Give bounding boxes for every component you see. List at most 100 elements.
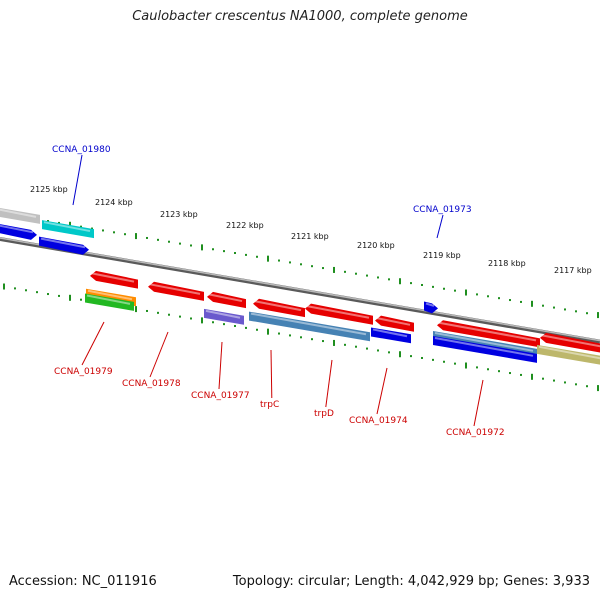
gene-label-reverse[interactable]: trpC xyxy=(260,400,279,410)
scale-tick xyxy=(322,267,324,270)
gene-block-red-a[interactable] xyxy=(207,291,246,309)
gene-label-reverse[interactable]: CCNA_01978 xyxy=(122,379,181,389)
scale-tick xyxy=(201,317,203,324)
gene-ccna-01972-steel-shine xyxy=(434,332,534,352)
scale-tick xyxy=(432,285,434,288)
scale-tick xyxy=(388,351,390,354)
scale-tick xyxy=(190,317,192,320)
scale-tick xyxy=(355,345,357,348)
scale-tick xyxy=(267,328,269,335)
scale-tick xyxy=(531,300,533,307)
gene-trpc-trpd-shine xyxy=(250,312,367,336)
scale-tick xyxy=(69,294,71,301)
gene-label-reverse[interactable]: CCNA_01974 xyxy=(349,416,408,426)
genome-summary-text: Topology: circular; Length: 4,042,929 bp… xyxy=(232,574,590,589)
gene-label-reverse[interactable]: trpD xyxy=(314,409,334,419)
scale-tick xyxy=(476,366,478,369)
scale-tick xyxy=(443,287,445,290)
gene-trpd-red-shine xyxy=(306,305,370,319)
scale-tick xyxy=(256,328,258,331)
backbone-line xyxy=(0,237,600,344)
scale-tick xyxy=(58,294,60,297)
gene-ccna-01979-green-shine xyxy=(86,294,131,305)
gene-block-gray-shine xyxy=(0,208,37,218)
scale-tick xyxy=(344,270,346,273)
scale-tick xyxy=(575,310,577,313)
scale-tick xyxy=(278,259,280,262)
scale-tick xyxy=(377,276,379,279)
gene-ccna-01980-shine xyxy=(43,221,91,233)
scale-tick xyxy=(443,360,445,363)
scale-tick xyxy=(586,385,588,388)
gene-ccna-01973[interactable] xyxy=(424,301,438,314)
gene-ccna-01972-red[interactable] xyxy=(437,320,540,348)
map-title: Caulobacter crescentus NA1000, complete … xyxy=(132,9,468,24)
scale-tick xyxy=(333,339,335,346)
scale-tick xyxy=(476,293,478,296)
scale-tick xyxy=(542,377,544,380)
scale-tick xyxy=(212,248,214,251)
scale-tick xyxy=(146,236,148,239)
gene-ccna-01974-shine xyxy=(372,328,408,338)
scale-tick xyxy=(553,306,555,309)
gene-trpc-red-shine xyxy=(254,300,302,312)
scale-tick xyxy=(190,244,192,247)
gene-trpc-red[interactable] xyxy=(253,298,305,318)
scale-tick xyxy=(278,332,280,335)
gene-block-red-c-shine xyxy=(541,334,600,348)
scale-tick xyxy=(311,338,313,341)
scale-tick xyxy=(498,370,500,373)
scale-tick xyxy=(465,362,467,369)
gene-ccna-01980[interactable] xyxy=(42,220,94,239)
gene-trpc-trpd[interactable] xyxy=(249,311,370,342)
gene-label-reverse[interactable]: CCNA_01977 xyxy=(191,391,250,401)
scale-tick xyxy=(300,336,302,339)
scale-tick xyxy=(124,233,126,236)
gene-label-forward[interactable]: CCNA_01980 xyxy=(52,145,111,155)
gene-block-blue-b[interactable] xyxy=(39,236,89,255)
gene-label-reverse[interactable]: CCNA_01972 xyxy=(446,428,505,438)
label-leader xyxy=(149,331,169,378)
scale-tick xyxy=(223,323,225,326)
gene-ccna-01979-green[interactable] xyxy=(85,293,134,311)
gene-ccna-01979-red[interactable] xyxy=(90,270,138,289)
backbone-highlight xyxy=(0,237,600,342)
scale-tick xyxy=(366,274,368,277)
gene-label-reverse[interactable]: CCNA_01979 xyxy=(54,367,113,377)
scale-tick xyxy=(333,266,335,273)
scale-tick xyxy=(245,253,247,256)
scale-tick xyxy=(531,373,533,380)
gene-block-red-c[interactable] xyxy=(540,332,600,354)
gene-ccna-01978[interactable] xyxy=(148,281,204,301)
scale-tick xyxy=(520,373,522,376)
scale-tick xyxy=(58,221,60,224)
gene-ccna-01972-blue[interactable] xyxy=(433,336,537,363)
gene-ccna-01972-red-shine xyxy=(438,321,537,342)
scale-tick xyxy=(542,304,544,307)
gene-label-forward[interactable]: CCNA_01973 xyxy=(413,205,472,215)
gene-block-khaki[interactable] xyxy=(537,344,600,366)
scale-label: 2122 kbp xyxy=(226,221,264,230)
gene-block-gray[interactable] xyxy=(0,207,40,224)
scale-tick xyxy=(25,289,27,292)
scale-tick xyxy=(465,289,467,296)
gene-trpd-red[interactable] xyxy=(305,303,373,325)
scale-tick xyxy=(487,368,489,371)
scale-tick xyxy=(399,351,401,358)
label-leader xyxy=(436,214,444,239)
gene-block-red-b[interactable] xyxy=(375,315,414,332)
scale-tick xyxy=(179,315,181,318)
scale-tick xyxy=(421,283,423,286)
scale-tick xyxy=(311,265,313,268)
gene-block-blue-a[interactable] xyxy=(0,223,37,240)
scale-tick xyxy=(256,255,258,258)
gene-ccna-01974[interactable] xyxy=(371,327,411,344)
scale-tick xyxy=(454,289,456,292)
scale-tick xyxy=(410,282,412,285)
gene-ccna-01977-shine xyxy=(205,309,241,319)
scale-tick xyxy=(146,309,148,312)
scale-tick xyxy=(135,233,137,240)
gene-ccna-01977[interactable] xyxy=(204,308,244,325)
scale-tick xyxy=(47,220,49,223)
scale-tick xyxy=(36,291,38,294)
